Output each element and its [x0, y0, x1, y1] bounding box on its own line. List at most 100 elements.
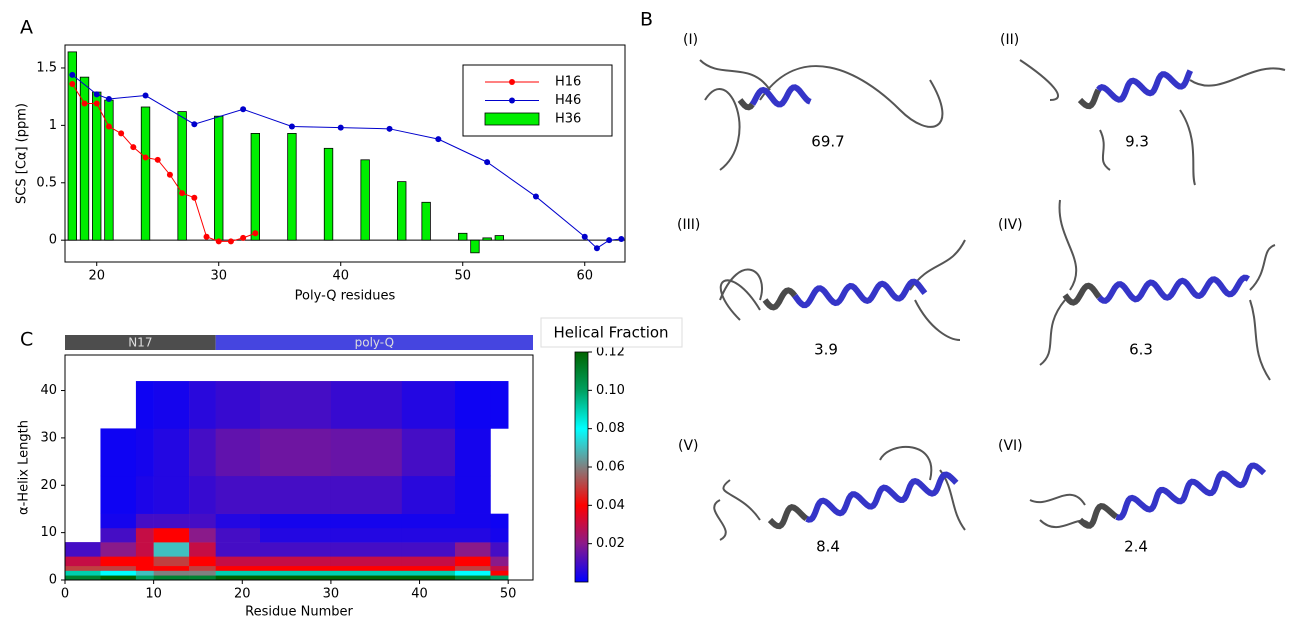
heat-cell	[100, 542, 137, 557]
heat-cell	[135, 381, 154, 429]
heat-cell	[100, 513, 137, 529]
heat-cell	[189, 527, 216, 543]
marker	[532, 193, 539, 200]
y-tick-label: 0.5	[36, 175, 57, 190]
x-tick-label: 40	[332, 269, 349, 284]
structure-population: 2.4	[1124, 538, 1148, 556]
heat-cell	[100, 556, 137, 567]
heat-cell	[153, 542, 190, 557]
heat-cell	[455, 575, 491, 581]
colorbar-tick-label: 0.10	[596, 383, 625, 398]
heat-cell	[135, 570, 154, 576]
coil	[1019, 59, 1286, 186]
heat-cell	[189, 513, 216, 529]
heat-cell	[401, 428, 456, 477]
marker	[227, 238, 234, 245]
heat-cell	[189, 565, 216, 571]
heat-cell	[135, 428, 154, 477]
colorbar-tick-label: 0.06	[596, 460, 625, 475]
x-tick-label: 40	[411, 587, 428, 602]
marker	[191, 194, 198, 201]
colorbar-label: Helical Fraction	[553, 324, 668, 342]
marker	[142, 92, 149, 99]
heat-cell	[455, 570, 491, 576]
heat-cell	[401, 542, 456, 557]
bar	[458, 232, 468, 241]
heat-cell	[490, 565, 509, 571]
colorbar-tick-label: 0.02	[596, 536, 625, 551]
marker	[240, 106, 247, 113]
legend-label: H36	[555, 112, 581, 127]
x-tick-label: 50	[454, 269, 471, 284]
domain-label: N17	[128, 336, 152, 350]
x-tick-label: 60	[576, 269, 593, 284]
x-tick-label: 10	[145, 587, 162, 602]
series-line	[72, 74, 622, 249]
heat-cell	[330, 565, 403, 571]
heat-cell	[189, 570, 216, 576]
heat-cell	[330, 381, 403, 429]
heat-cell	[401, 575, 456, 581]
coil	[713, 446, 966, 541]
heat-cell	[455, 565, 491, 571]
bar	[360, 159, 370, 241]
bar	[421, 201, 431, 241]
heat-cell	[65, 565, 101, 571]
bar	[494, 235, 505, 241]
marker	[240, 234, 247, 241]
heat-cell	[135, 565, 154, 571]
heat-cell	[215, 513, 261, 529]
heat-cell	[215, 428, 261, 477]
heat-cell	[330, 513, 403, 529]
y-tick-label: 1.5	[36, 60, 57, 75]
marker	[179, 190, 186, 197]
x-tick-label: 0	[61, 587, 69, 602]
heat-cell	[65, 570, 101, 576]
heat-cell	[455, 475, 491, 514]
helix-n17	[737, 98, 755, 111]
heat-cell	[260, 428, 332, 477]
legend-marker	[509, 97, 515, 104]
bar	[397, 181, 407, 241]
structure-label: (II)	[1000, 32, 1019, 48]
heat-cell	[330, 475, 403, 514]
panel-label: B	[640, 9, 653, 31]
heat-cell	[135, 475, 154, 514]
heat-cell	[401, 565, 456, 571]
heat-cell	[490, 381, 509, 429]
heat-cell	[153, 428, 190, 477]
marker	[191, 121, 198, 128]
structure-label: (IV)	[998, 217, 1023, 233]
helix-polyq	[1096, 274, 1250, 304]
bar	[250, 133, 260, 241]
panel-label: C	[20, 329, 33, 351]
heat-cell	[260, 575, 332, 581]
coil	[1039, 199, 1276, 381]
heat-cell	[330, 575, 403, 581]
marker	[288, 123, 295, 130]
marker	[93, 100, 100, 107]
y-tick-label: 0	[49, 573, 57, 588]
helix-n17	[767, 504, 809, 530]
colorbar-tick-label: 0.12	[596, 345, 625, 360]
colorbar-tick-label: 0.08	[596, 421, 625, 436]
heat-cell	[189, 575, 216, 581]
heat-cell	[401, 381, 456, 429]
structure-label: (V)	[678, 438, 699, 454]
marker	[118, 130, 125, 137]
heat-cell	[100, 428, 137, 477]
heat-cell	[153, 381, 190, 429]
y-tick-label: 30	[40, 430, 57, 445]
heat-cell	[189, 556, 216, 567]
marker	[386, 125, 393, 132]
marker	[618, 236, 625, 243]
heat-cell	[490, 513, 509, 529]
heat-cell	[215, 556, 261, 567]
heat-cell	[260, 475, 332, 514]
y-axis-label: SCS [Cα] (ppm)	[15, 103, 30, 204]
heat-cell	[100, 475, 137, 514]
bar	[287, 133, 297, 241]
bar	[140, 106, 151, 241]
structure-population: 6.3	[1129, 341, 1153, 359]
